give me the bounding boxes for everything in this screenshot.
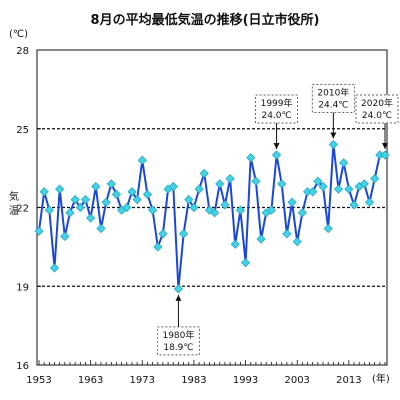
- data-point-1962: [80, 195, 91, 205]
- data-point-1963: [86, 213, 96, 223]
- data-point-1975: [148, 205, 158, 215]
- data-point-1996: [256, 234, 266, 244]
- data-point-1995: [251, 176, 261, 186]
- data-point-1967: [106, 179, 116, 189]
- y-unit-label: (℃): [9, 29, 28, 40]
- data-point-1976: [153, 242, 163, 252]
- data-point-1959: [65, 208, 75, 218]
- x-tick-label-1953: 1953: [26, 375, 51, 386]
- data-point-1983: [189, 202, 199, 213]
- data-point-1985: [199, 168, 209, 178]
- data-point-1988: [215, 179, 225, 189]
- data-point-1974: [142, 189, 153, 199]
- callout-box-1999: [255, 94, 299, 124]
- x-tick-label-2003: 2003: [284, 375, 309, 386]
- data-point-1973: [137, 155, 147, 165]
- data-point-2000: [277, 179, 287, 189]
- data-point-1965: [96, 223, 106, 234]
- data-point-1990: [225, 174, 235, 184]
- data-point-2018: [370, 174, 380, 184]
- data-point-2007: [313, 176, 323, 186]
- y-tick-label-25: 25: [16, 125, 29, 136]
- data-point-1971: [127, 187, 137, 197]
- data-point-2014: [349, 200, 359, 210]
- callout-value-1980: 18.9℃: [163, 343, 193, 353]
- callout-box-2010: [311, 84, 355, 113]
- data-point-1980: [173, 284, 183, 294]
- data-point-1981: [179, 229, 189, 239]
- data-point-1994: [246, 153, 256, 163]
- callout-year-1980: 1980年: [162, 329, 194, 341]
- data-point-2010: [328, 139, 338, 150]
- data-point-1993: [241, 258, 251, 268]
- data-point-1968: [111, 189, 122, 199]
- data-point-1953: [34, 226, 44, 236]
- data-point-2020: [380, 150, 390, 160]
- data-point-1961: [75, 202, 85, 213]
- callout-arrow-head-1999: [273, 143, 280, 149]
- data-point-1977: [158, 229, 168, 239]
- data-point-2012: [339, 158, 349, 168]
- data-point-1989: [220, 200, 230, 210]
- y-tick-label-16: 16: [16, 361, 29, 372]
- x-tick-label-1973: 1973: [130, 375, 155, 386]
- y-tick-label-28: 28: [16, 46, 29, 57]
- x-tick-label-1993: 1993: [233, 375, 258, 386]
- data-point-1964: [91, 181, 101, 192]
- data-point-2009: [323, 223, 333, 234]
- data-point-1999: [271, 150, 282, 160]
- data-point-1972: [132, 195, 142, 205]
- data-point-1979: [168, 181, 178, 192]
- callout-value-1999: 24.0℃: [261, 111, 291, 121]
- y-tick-label-19: 19: [16, 282, 29, 293]
- data-point-1956: [49, 263, 60, 273]
- data-point-1987: [210, 208, 220, 218]
- callout-arrow-head-2010: [330, 132, 337, 139]
- y-axis-label-char: 気: [9, 190, 19, 203]
- callout-arrow-head-1980: [175, 294, 182, 301]
- data-point-2016: [359, 179, 369, 189]
- data-point-1970: [122, 202, 132, 213]
- callout-box-2020: [355, 94, 399, 124]
- callout-value-2020: 24.0℃: [362, 111, 392, 121]
- x-tick-label-1983: 1983: [181, 375, 206, 386]
- y-tick-label-22: 22: [16, 204, 29, 215]
- y-axis-label-char: 温: [9, 205, 19, 217]
- data-point-1982: [184, 195, 194, 205]
- data-point-1998: [266, 205, 276, 215]
- callout-year-1999: 1999年: [261, 97, 293, 109]
- callout-box-1980: [156, 326, 200, 356]
- data-point-1966: [101, 197, 111, 207]
- data-point-1957: [55, 184, 65, 194]
- data-point-2002: [287, 197, 297, 207]
- data-point-2004: [297, 208, 307, 218]
- data-point-1954: [39, 187, 49, 197]
- callout-value-2010: 24.4℃: [318, 101, 348, 111]
- data-point-2017: [364, 197, 375, 207]
- data-point-2011: [333, 184, 344, 194]
- callout-year-2020: 2020年: [361, 97, 393, 109]
- callout-year-2010: 2010年: [317, 87, 349, 99]
- data-point-1958: [60, 231, 70, 241]
- data-point-1955: [44, 205, 54, 215]
- data-point-2003: [292, 237, 302, 247]
- x-unit-label: (年): [372, 372, 390, 385]
- data-point-2006: [308, 187, 318, 197]
- data-point-2001: [282, 229, 292, 239]
- data-point-1960: [70, 195, 80, 205]
- data-point-1992: [235, 205, 245, 215]
- chart-title: 8月の平均最低気温の推移(日立市役所): [91, 12, 320, 28]
- data-point-2008: [318, 181, 328, 192]
- data-point-1984: [194, 184, 204, 194]
- data-point-2013: [344, 184, 354, 194]
- x-tick-label-1963: 1963: [78, 375, 103, 386]
- data-point-1991: [230, 239, 240, 249]
- x-tick-label-2013: 2013: [336, 375, 361, 386]
- callout-arrow-head-2020: [382, 143, 388, 149]
